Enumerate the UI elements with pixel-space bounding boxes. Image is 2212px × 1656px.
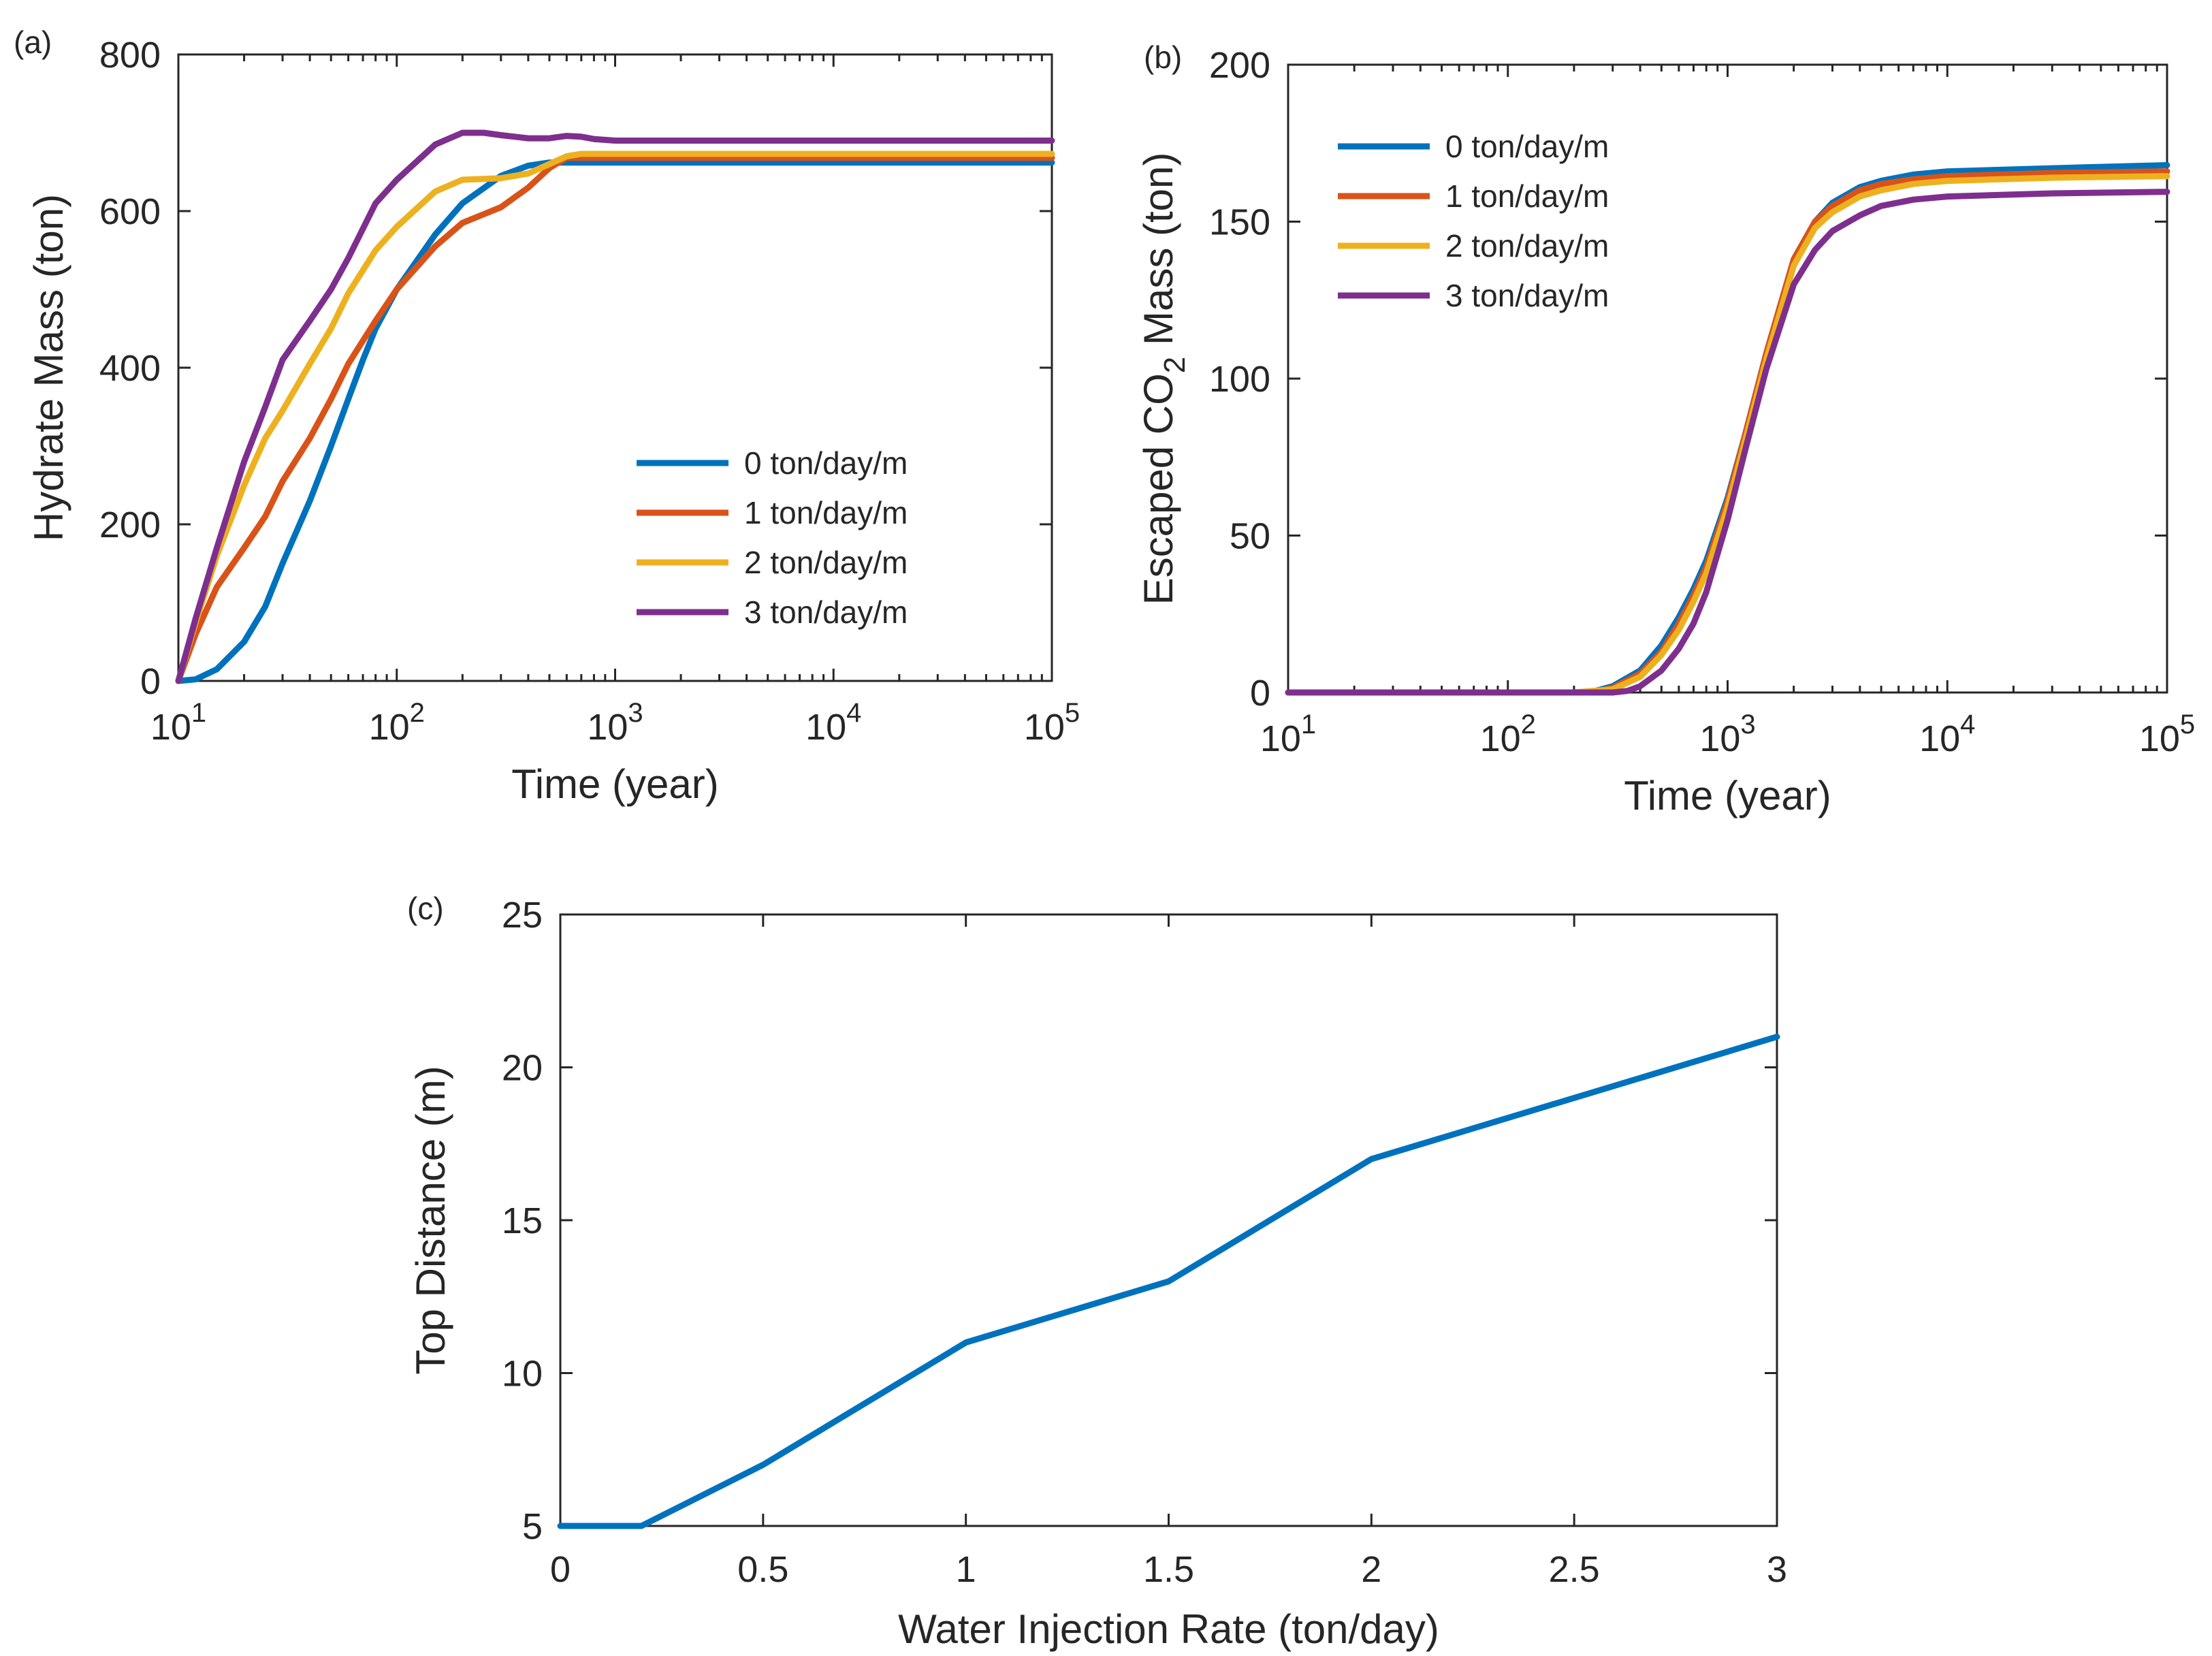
x-axis-label: Time (year)	[511, 761, 718, 807]
series-line-1	[1285, 168, 2170, 696]
x-tick-label: 102	[369, 698, 425, 748]
y-axis-label: Escaped CO2 Mass (ton)	[1136, 153, 1191, 605]
y-tick-label: 200	[1209, 45, 1270, 86]
y-tick-label: 15	[502, 1200, 543, 1241]
legend-label: 3 ton/day/m	[744, 594, 908, 630]
x-tick-exponent: 1	[191, 698, 206, 728]
x-tick-label: 102	[1480, 710, 1536, 759]
series-line-2	[175, 150, 1055, 684]
y-axis-label: Top Distance (m)	[408, 1066, 453, 1374]
x-tick-label: 104	[805, 698, 861, 748]
y-tick-label: 50	[1230, 516, 1270, 557]
chart-c: 0 0.5 1 1.5 2 2.5 3 5 10 15 20 25 Water Injection Ra…	[407, 891, 1787, 1652]
legend-label: 2 ton/day/m	[1445, 228, 1609, 264]
y-tick-label: 100	[1209, 359, 1270, 400]
legend: 0 ton/day/m 1 ton/day/m 2 ton/day/m 3 ton/d…	[1338, 129, 1609, 313]
y-tick-label: 25	[502, 895, 543, 936]
legend-label: 0 ton/day/m	[1445, 129, 1609, 164]
x-tick-base: 10	[587, 707, 628, 748]
legend-label: 1 ton/day/m	[1445, 178, 1609, 214]
y-tick-label: 0	[1250, 673, 1270, 714]
y-tick-label: 20	[502, 1048, 543, 1089]
x-axis-label: Time (year)	[1624, 773, 1831, 818]
x-tick-base: 10	[1699, 718, 1740, 759]
x-tick-exponent: 2	[410, 698, 425, 728]
series-line-1	[175, 155, 1055, 684]
x-tick-base: 10	[805, 707, 846, 748]
panel-label: (a)	[14, 25, 52, 60]
x-tick-label: 2.5	[1549, 1549, 1600, 1590]
legend-label: 0 ton/day/m	[744, 445, 908, 481]
legend-label: 3 ton/day/m	[1445, 278, 1609, 313]
y-axis-label: Hydrate Mass (ton)	[26, 194, 71, 541]
x-tick-exponent: 5	[2180, 710, 2195, 739]
series-line-2	[1285, 173, 2170, 696]
plot-area	[1287, 63, 2168, 694]
y-axis-label-part: Escaped CO	[1136, 373, 1181, 605]
x-axis-label: Water Injection Rate (ton/day)	[898, 1606, 1439, 1652]
y-tick-label: 200	[99, 505, 161, 545]
x-tick-exponent: 1	[1301, 710, 1316, 739]
x-tick-label: 104	[1919, 710, 1975, 759]
x-tick-base: 10	[1480, 718, 1521, 759]
x-tick-base: 10	[369, 707, 410, 748]
x-tick-exponent: 5	[1065, 698, 1080, 728]
x-tick-base: 10	[1260, 718, 1301, 759]
x-tick-base: 10	[1919, 718, 1960, 759]
x-tick-label: 105	[2139, 710, 2195, 759]
y-tick-label: 400	[99, 348, 161, 389]
x-tick-exponent: 4	[846, 698, 861, 728]
x-tick-label: 101	[150, 698, 206, 748]
y-tick-label: 800	[99, 35, 161, 76]
x-tick-exponent: 3	[1740, 710, 1755, 739]
x-tick-base: 10	[2139, 718, 2180, 759]
series-line-0	[557, 1034, 1780, 1529]
plot-area	[559, 913, 1778, 1527]
x-tick-exponent: 4	[1960, 710, 1975, 739]
x-tick-label: 2	[1361, 1549, 1381, 1590]
x-tick-label: 0.5	[737, 1549, 788, 1590]
y-tick-label: 150	[1209, 202, 1270, 243]
x-tick-label: 1	[956, 1549, 976, 1590]
panel-label: (c)	[407, 891, 444, 926]
x-tick-label: 0	[550, 1549, 571, 1590]
x-tick-exponent: 3	[628, 698, 643, 728]
series-line-0	[175, 159, 1055, 684]
x-tick-exponent: 2	[1521, 710, 1536, 739]
y-tick-label: 600	[99, 191, 161, 232]
y-tick-label: 0	[140, 661, 161, 702]
y-axis-label-subscript: 2	[1158, 357, 1191, 373]
y-tick-label: 5	[522, 1506, 543, 1547]
legend-label: 1 ton/day/m	[744, 495, 908, 530]
x-tick-label: 3	[1767, 1549, 1787, 1590]
x-tick-base: 10	[150, 707, 191, 748]
legend: 0 ton/day/m 1 ton/day/m 2 ton/day/m 3 ton/d…	[637, 445, 908, 630]
panel-label: (b)	[1144, 39, 1182, 75]
x-tick-base: 10	[1024, 707, 1065, 748]
series-line-3	[1285, 189, 2170, 696]
series-line-3	[175, 129, 1055, 684]
x-tick-label: 101	[1260, 710, 1316, 759]
y-axis-label-part: Mass (ton)	[1136, 153, 1181, 357]
legend-label: 2 ton/day/m	[744, 545, 908, 580]
x-tick-label: 1.5	[1143, 1549, 1194, 1590]
x-tick-label: 103	[1699, 710, 1755, 759]
x-tick-label: 103	[587, 698, 643, 748]
y-tick-label: 10	[502, 1354, 543, 1395]
x-tick-label: 105	[1024, 698, 1080, 748]
